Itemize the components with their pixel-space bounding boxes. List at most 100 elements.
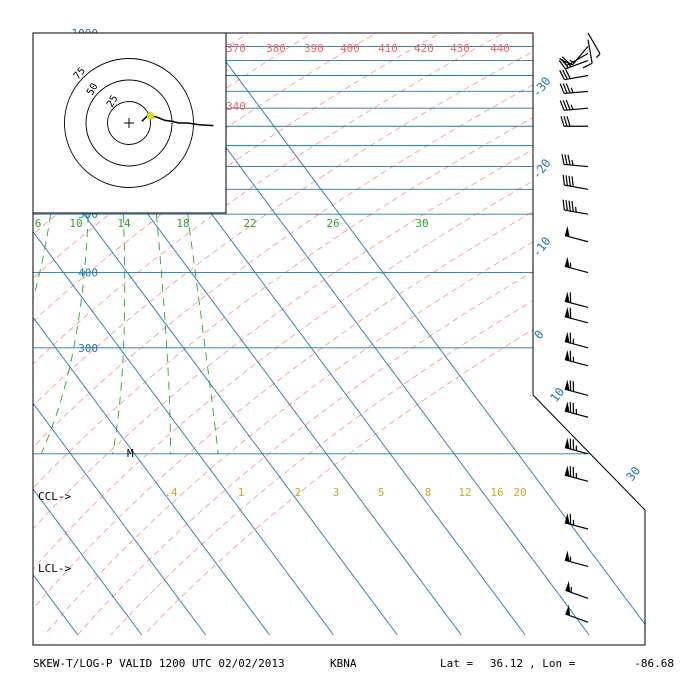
wind-barb-full: [564, 154, 568, 165]
wind-barb: [564, 401, 589, 418]
isotherm: [33, 33, 207, 636]
wind-barb: [560, 116, 588, 127]
wind-barb-staff: [587, 39, 593, 64]
hodograph-ring-label: 25: [105, 94, 121, 110]
isotherm: [33, 33, 398, 636]
wind-barb-full: [559, 70, 565, 80]
wind-barb-full: [563, 116, 568, 127]
dry-adiabat: [44, 33, 645, 636]
wind-barbs: [558, 32, 601, 623]
wind-barb: [559, 99, 589, 111]
dry-adiabat: [77, 33, 645, 636]
wind-barb-staff: [565, 613, 589, 623]
theta-label: 370: [226, 42, 246, 55]
wind-barb-flag: [565, 580, 571, 592]
wind-barb-full: [562, 100, 568, 111]
mixing-label: 2: [295, 486, 302, 499]
wind-barb-full: [562, 174, 565, 186]
wind-barb-flag: [564, 465, 570, 477]
wind-barb-full: [561, 58, 569, 69]
wind-barb-staff: [564, 209, 589, 215]
dry-adiabat: [33, 33, 528, 636]
theta-inner-label: 340: [226, 100, 246, 113]
mixing-label: 8: [425, 486, 432, 499]
isotherm: [33, 33, 270, 636]
wind-barb-flag: [564, 306, 570, 318]
wind-barb-full: [559, 83, 565, 94]
wind-barb: [559, 82, 589, 95]
theta-label: 430: [450, 42, 470, 55]
wind-barb-staff: [564, 184, 589, 190]
mixing-label: 16: [490, 486, 503, 499]
wind-barb-flag: [564, 256, 570, 268]
moist-label: 22: [243, 217, 256, 230]
mixing-label: 20: [513, 486, 526, 499]
wind-barb-staff: [572, 46, 589, 66]
storm-motion-dot: [146, 112, 155, 120]
wind-barb: [558, 58, 589, 70]
wind-barb-staff: [564, 74, 589, 81]
wind-barb-full: [565, 82, 571, 94]
wind-barb-half: [595, 53, 601, 58]
dry-adiabat: [33, 33, 645, 636]
wind-barb-full: [565, 175, 568, 186]
wind-barb-full: [567, 154, 571, 166]
isotherm: [33, 33, 334, 636]
wind-barb-staff: [565, 59, 589, 70]
dry-adiabat: [33, 33, 645, 636]
wind-barb-staff: [566, 52, 589, 66]
mixing-label: 12: [458, 486, 471, 499]
wind-barb-full: [560, 116, 565, 127]
wind-barb-full: [582, 62, 593, 69]
isotherm: [194, 33, 645, 636]
wind-barb-full: [562, 199, 565, 211]
theta-label: 390: [304, 42, 324, 55]
wind-barb: [564, 437, 589, 455]
dry-adiabat: [33, 33, 593, 636]
wind-barb-full: [566, 116, 571, 127]
wind-barb-half: [574, 206, 577, 213]
pressure-label-400: 400: [78, 267, 98, 280]
wind-barb-full: [571, 176, 574, 187]
wind-barb-flag: [564, 437, 570, 449]
footer-title: SKEW-T/LOG-P VALID 1200 UTC 02/02/2013: [33, 657, 285, 670]
mixing-label: 5: [378, 486, 385, 499]
wind-barb-staff: [587, 32, 601, 55]
mixing-label: 3: [333, 486, 340, 499]
footer-lon-value: -86.68: [634, 657, 674, 670]
hodograph-ring: [107, 101, 151, 145]
wind-barb-full: [568, 175, 571, 187]
moist-label: 6: [35, 217, 42, 230]
hodograph-ring: [64, 58, 194, 188]
mixing-label: .4: [164, 486, 178, 499]
theta-label: 410: [378, 42, 398, 55]
wind-barb: [564, 306, 589, 324]
wind-barb-staff: [564, 163, 589, 168]
wind-barb-full: [568, 200, 571, 212]
wind-barb-full: [558, 60, 566, 70]
pressure-label-300: 300: [78, 342, 98, 355]
wind-barb: [565, 580, 589, 600]
wind-barb-flag: [564, 349, 570, 361]
moist-label: 18: [176, 217, 189, 230]
wind-barb: [564, 550, 589, 567]
dry-adiabat: [33, 33, 399, 636]
wind-barb: [564, 225, 589, 243]
wind-barb-full: [559, 100, 565, 111]
wind-barb-flag: [565, 604, 571, 616]
moist-label: 30: [415, 217, 428, 230]
wind-barb: [562, 174, 589, 190]
wind-barb-staff: [564, 559, 589, 567]
wind-barb: [559, 69, 589, 81]
wind-barb-flag: [564, 401, 570, 413]
wind-barb-staff: [564, 107, 589, 111]
wind-barb: [565, 604, 589, 623]
moist-label: 14: [117, 217, 131, 230]
wind-barb-full: [562, 69, 568, 80]
wind-barb-full: [571, 201, 574, 212]
wind-barb-full: [562, 83, 568, 94]
ccl-marker: CCL->: [38, 490, 71, 503]
wind-barb-flag: [564, 513, 570, 525]
wind-barb-full: [561, 154, 565, 165]
